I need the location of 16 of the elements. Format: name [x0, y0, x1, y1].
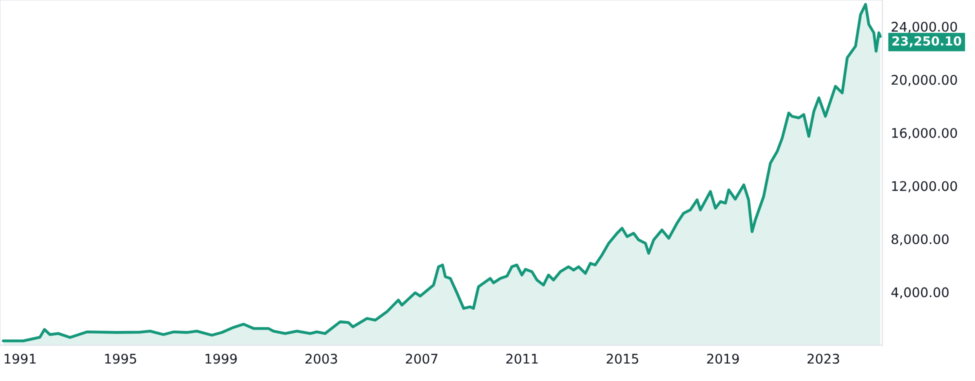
x-tick-label: 2015 — [606, 354, 638, 364]
x-tick-label: 1995 — [105, 354, 136, 364]
y-tick-label: 24,000.00 — [892, 22, 957, 34]
x-tick-label: 2011 — [506, 354, 538, 364]
x-tick-label: 2019 — [707, 354, 739, 364]
annotation: 23,250.10 — [892, 36, 962, 48]
y-tick-label: 20,000.00 — [892, 74, 957, 86]
x-tick-label: 2007 — [406, 354, 438, 364]
x-tick-label: 1999 — [206, 354, 237, 364]
y-tick-label: 8,000.00 — [892, 234, 949, 246]
x-tick-label: 2023 — [808, 354, 840, 364]
x-tick-label: 1991 — [4, 354, 36, 364]
y-tick-label: 16,000.00 — [892, 128, 957, 140]
y-tick-label: 4,000.00 — [891, 287, 949, 299]
y-tick-label: 12,000.00 — [892, 181, 957, 192]
x-tick-label: 2003 — [305, 354, 338, 364]
